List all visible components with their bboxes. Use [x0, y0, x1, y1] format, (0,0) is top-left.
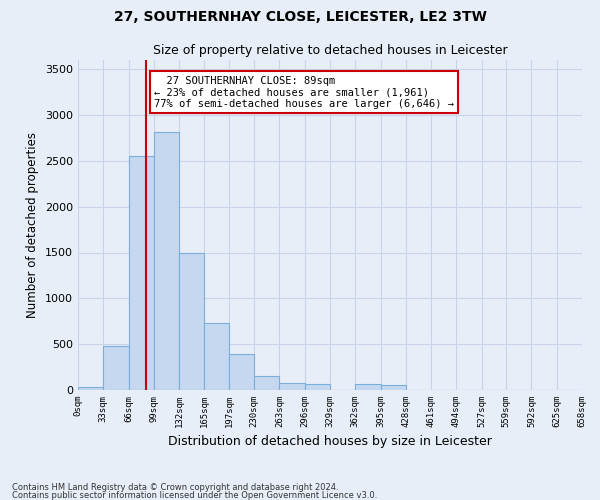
- Y-axis label: Number of detached properties: Number of detached properties: [26, 132, 40, 318]
- Bar: [229, 354, 254, 390]
- Bar: [380, 384, 406, 390]
- Text: 27 SOUTHERNHAY CLOSE: 89sqm  
← 23% of detached houses are smaller (1,961)
77% o: 27 SOUTHERNHAY CLOSE: 89sqm ← 23% of det…: [154, 76, 454, 109]
- Bar: [280, 382, 305, 390]
- Bar: [305, 384, 330, 390]
- Title: Size of property relative to detached houses in Leicester: Size of property relative to detached ho…: [152, 44, 508, 58]
- Bar: [254, 376, 280, 390]
- Bar: [179, 252, 205, 390]
- Bar: [128, 156, 154, 390]
- Bar: [103, 346, 128, 390]
- Text: 27, SOUTHERNHAY CLOSE, LEICESTER, LE2 3TW: 27, SOUTHERNHAY CLOSE, LEICESTER, LE2 3T…: [113, 10, 487, 24]
- Bar: [154, 132, 179, 390]
- Text: Contains public sector information licensed under the Open Government Licence v3: Contains public sector information licen…: [12, 490, 377, 500]
- Bar: [78, 387, 103, 390]
- X-axis label: Distribution of detached houses by size in Leicester: Distribution of detached houses by size …: [168, 436, 492, 448]
- Text: Contains HM Land Registry data © Crown copyright and database right 2024.: Contains HM Land Registry data © Crown c…: [12, 484, 338, 492]
- Bar: [205, 323, 229, 390]
- Bar: [355, 384, 380, 390]
